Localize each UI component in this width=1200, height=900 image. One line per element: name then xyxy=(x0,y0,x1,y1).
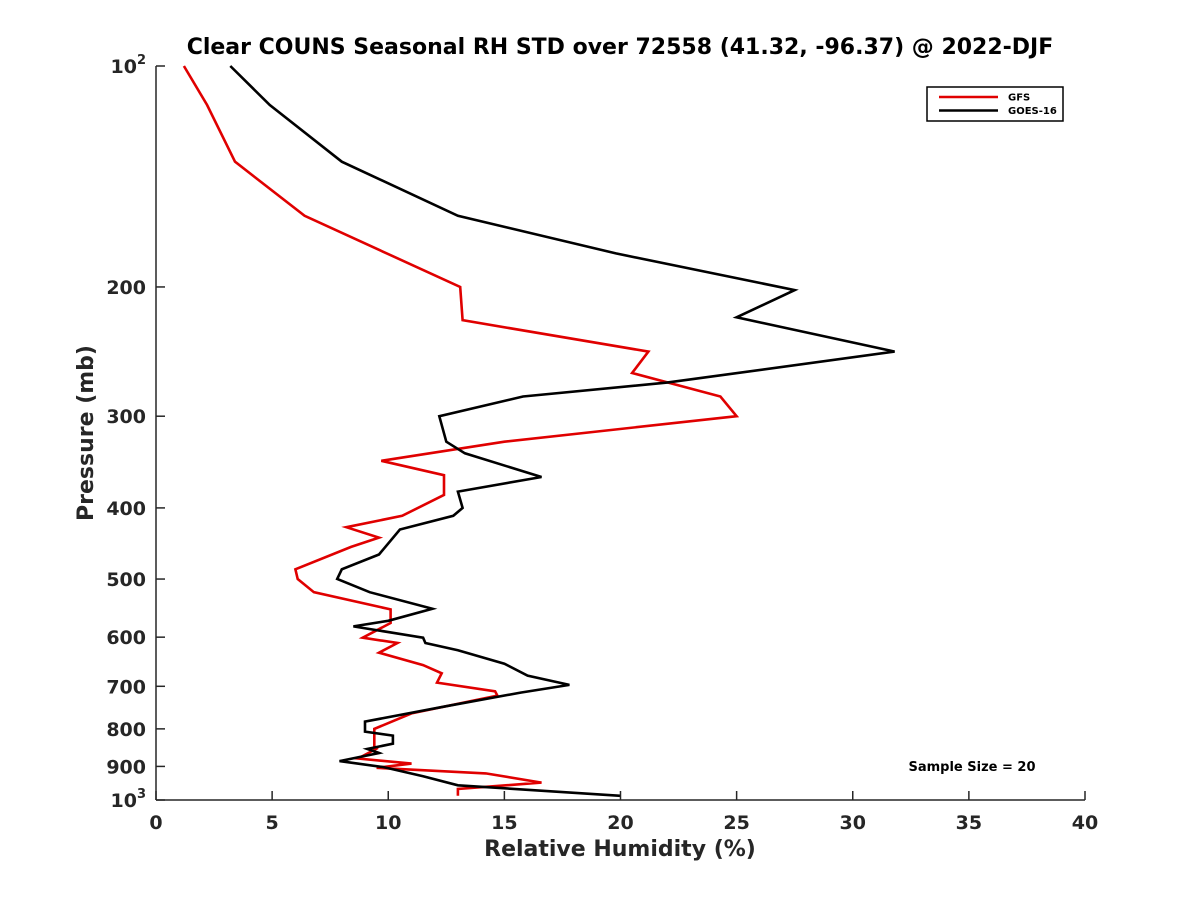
y-tick-label: 700 xyxy=(106,676,146,698)
x-tick-label: 35 xyxy=(956,812,982,834)
y-tick-label: 600 xyxy=(106,627,146,649)
y-tick-label: 200 xyxy=(106,277,146,299)
y-tick-label: 400 xyxy=(106,498,146,520)
x-tick-label: 0 xyxy=(149,812,162,834)
y-tick-label: 300 xyxy=(106,406,146,428)
chart-title: Clear COUNS Seasonal RH STD over 72558 (… xyxy=(187,35,1054,60)
y-tick-label: 800 xyxy=(106,719,146,741)
axes: 0 5 10 15 20 25 30 35 40 102 200 300 400 500 600 700 800… xyxy=(106,53,1098,834)
x-tick-label: 40 xyxy=(1072,812,1098,834)
x-tick-label: 5 xyxy=(266,812,279,834)
sample-size-annotation: Sample Size = 20 xyxy=(908,760,1035,775)
x-tick-label: 15 xyxy=(491,812,517,834)
x-axis-label: Relative Humidity (%) xyxy=(484,837,756,862)
x-tick-label: 10 xyxy=(375,812,401,834)
legend-box xyxy=(926,86,1064,122)
y-axis-label: Pressure (mb) xyxy=(74,345,99,521)
y-tick-label: 900 xyxy=(106,756,146,778)
series-line-goes16 xyxy=(229,65,895,798)
y-tick-label: 103 xyxy=(111,787,147,812)
x-tick-label: 20 xyxy=(607,812,633,834)
legend: GFS GOES-16 xyxy=(926,86,1064,122)
y-tick-label: 102 xyxy=(111,53,147,78)
series-line-gfs xyxy=(182,65,740,796)
legend-label-gfs: GFS xyxy=(1008,93,1030,104)
x-tick-label: 30 xyxy=(840,812,866,834)
plot-area xyxy=(182,65,895,798)
y-tick-label: 500 xyxy=(106,569,146,591)
x-tick-label: 25 xyxy=(723,812,749,834)
legend-label-goes16: GOES-16 xyxy=(1008,106,1057,117)
